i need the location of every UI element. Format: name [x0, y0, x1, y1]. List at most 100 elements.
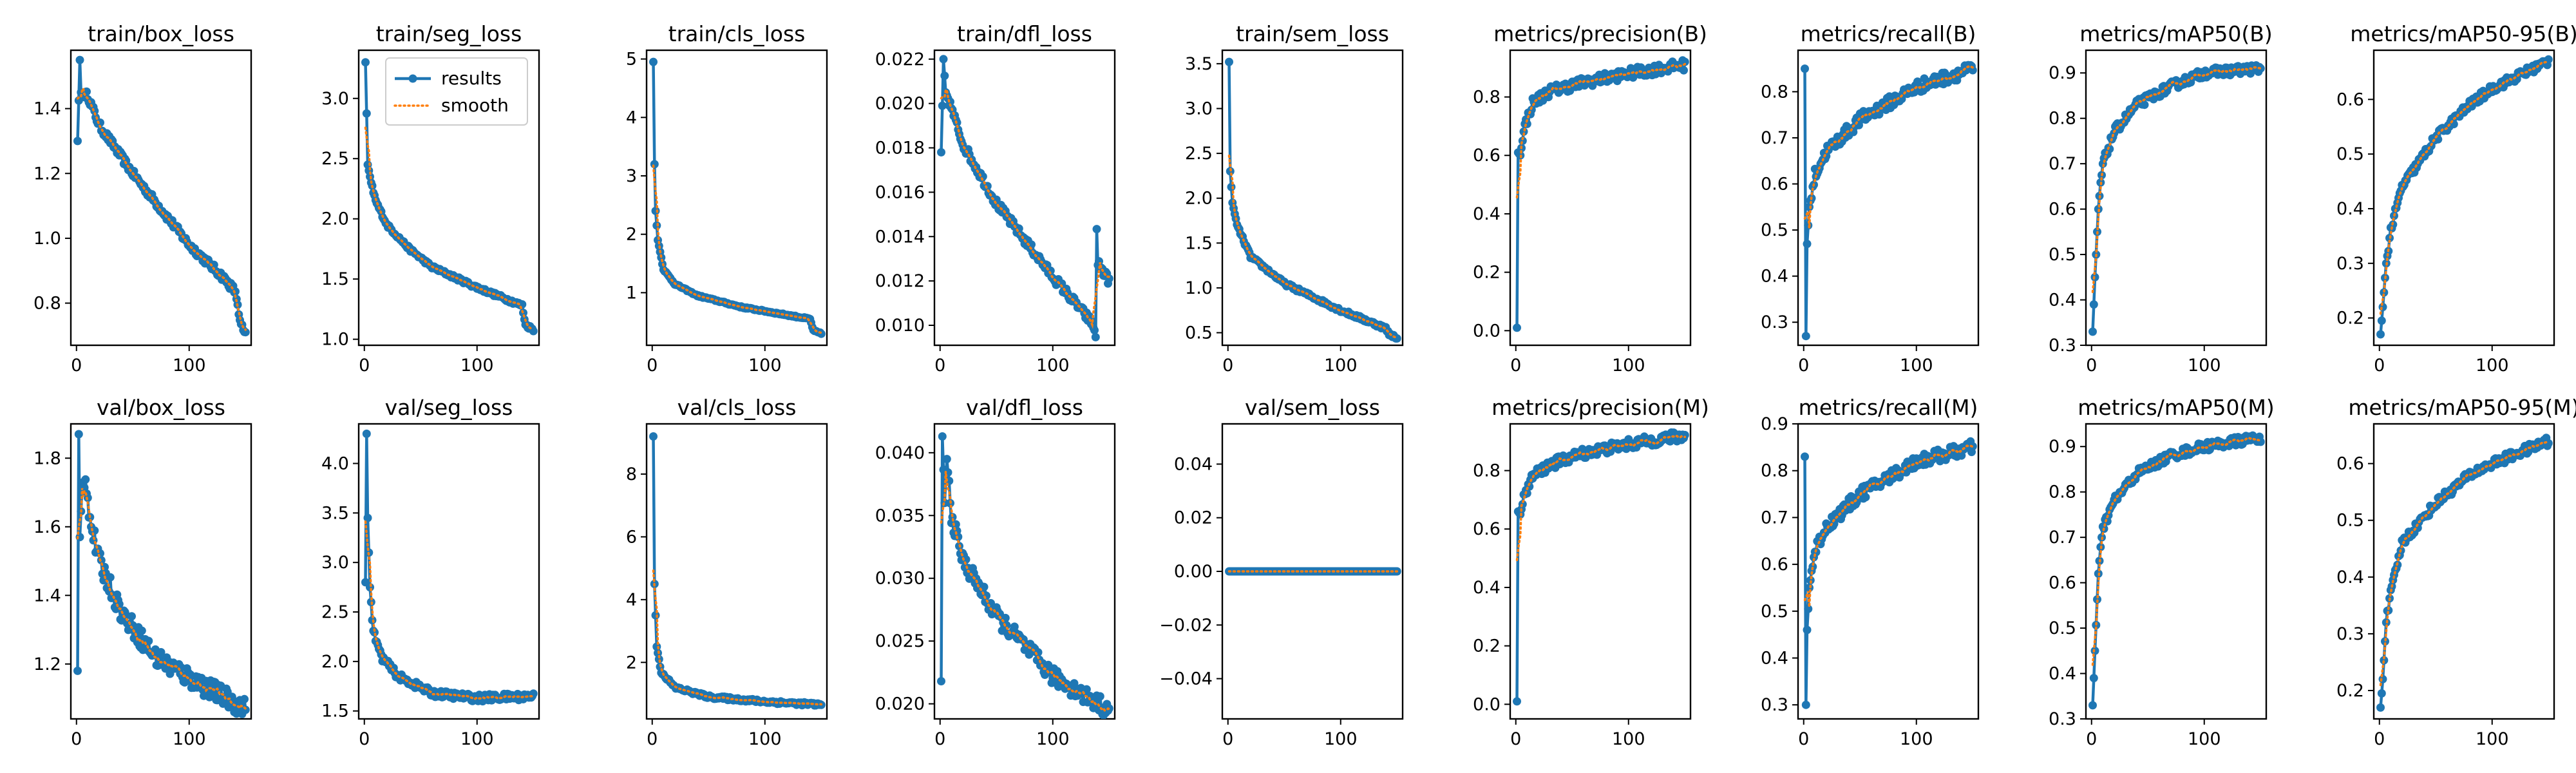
results-point — [74, 430, 83, 439]
subplot: metrics/mAP50(B) 0 100 0.3 0.4 0.5 0.6 0.7 0.8 0.… — [2049, 21, 2273, 376]
y-tick-label: 0.2 — [1473, 636, 1501, 656]
y-tick-label: 0.6 — [2049, 573, 2076, 593]
y-tick-label: 1.0 — [1185, 278, 1213, 298]
subplot-title: metrics/mAP50-95(B) — [2350, 21, 2576, 46]
y-tick-label: 1.0 — [321, 330, 349, 350]
y-tick-label: 0.3 — [2049, 709, 2076, 729]
y-tick-label: 0.3 — [1761, 312, 1788, 332]
results-point — [1227, 182, 1236, 191]
results-point — [1092, 225, 1101, 234]
legend-smooth-label: smooth — [441, 95, 509, 116]
y-tick-label: 0.3 — [2049, 336, 2076, 356]
results-point — [2140, 100, 2149, 110]
x-tick-label: 0 — [1510, 729, 1521, 749]
results-point — [1804, 604, 1813, 613]
x-tick-label: 100 — [748, 729, 782, 749]
y-tick-label: 1.2 — [33, 654, 61, 674]
x-tick-label: 0 — [2086, 356, 2097, 376]
y-tick-label: 0.6 — [1473, 519, 1501, 539]
smooth-series-line — [2379, 441, 2550, 687]
y-tick-label: 0.8 — [33, 294, 61, 314]
smooth-series-line — [940, 472, 1111, 712]
results-point — [241, 705, 250, 714]
x-tick-label: 0 — [359, 729, 370, 749]
y-tick-label: 1.0 — [33, 229, 61, 249]
results-point — [137, 626, 146, 635]
y-tick-label: 0.7 — [2049, 154, 2076, 174]
results-point — [2089, 300, 2098, 309]
y-tick-label: 0.4 — [2049, 291, 2076, 310]
plot-frame — [357, 423, 540, 720]
x-tick-label: 100 — [2188, 356, 2221, 376]
results-point — [106, 573, 115, 582]
y-tick-label: 1 — [626, 283, 637, 303]
y-tick-label: 0.4 — [2336, 568, 2364, 587]
y-tick-label: 3.0 — [1185, 99, 1213, 119]
x-tick-label: 100 — [2476, 729, 2509, 749]
y-tick-label: 0.8 — [1761, 82, 1788, 102]
y-tick-label: 0.3 — [2336, 254, 2364, 274]
plot-frame — [1797, 49, 1980, 347]
y-tick-label: 0.5 — [2049, 618, 2076, 638]
x-tick-label: 100 — [2476, 356, 2509, 376]
x-tick-label: 100 — [1036, 729, 1070, 749]
results-point — [362, 429, 371, 438]
plot-frame — [2085, 423, 2268, 720]
results-point — [241, 328, 250, 337]
subplot-title: metrics/precision(B) — [1493, 21, 1707, 46]
y-tick-label: 0.035 — [875, 506, 925, 526]
x-tick-label: 100 — [1036, 356, 1070, 376]
results-point — [2376, 330, 2385, 339]
results-point — [2376, 703, 2385, 712]
results-point — [128, 612, 136, 621]
y-tick-label: 0.7 — [1761, 128, 1788, 148]
plot-frame — [933, 423, 1116, 720]
y-tick-label: 0.8 — [1761, 461, 1788, 481]
y-tick-label: 3.0 — [321, 553, 349, 573]
results-point — [1806, 576, 1815, 585]
results-point — [1861, 493, 1870, 502]
y-tick-label: 0.4 — [1473, 204, 1501, 224]
x-tick-label: 0 — [647, 356, 658, 376]
subplot-title: metrics/mAP50(M) — [2078, 395, 2274, 420]
y-tick-label: 2 — [626, 653, 637, 673]
subplot: train/dfl_loss 0 100 0.010 0.012 0.014 0.016 0.… — [875, 21, 1116, 376]
x-tick-label: 100 — [1324, 729, 1358, 749]
y-tick-label: 0.3 — [1761, 695, 1788, 715]
plot-frame — [357, 49, 540, 347]
results-point — [651, 611, 660, 620]
y-tick-label: 0.016 — [875, 182, 925, 202]
plot-frame — [645, 423, 828, 720]
results-point — [649, 57, 658, 66]
results-point — [1091, 332, 1100, 341]
y-tick-label: 0.4 — [1761, 267, 1788, 287]
y-tick-label: 2.5 — [321, 602, 349, 622]
results-point — [529, 327, 538, 336]
results-point — [1392, 334, 1401, 343]
results-point — [1968, 66, 1977, 75]
x-tick-label: 100 — [1900, 729, 1933, 749]
x-tick-label: 0 — [1222, 729, 1233, 749]
y-tick-label: 0.5 — [1761, 220, 1788, 240]
y-tick-label: 1.4 — [33, 586, 61, 606]
plot-frame — [645, 49, 828, 347]
smooth-series-line — [364, 520, 535, 701]
y-tick-label: 0.7 — [2049, 528, 2076, 548]
results-point — [1027, 240, 1036, 249]
x-tick-label: 100 — [460, 729, 494, 749]
x-tick-label: 100 — [2188, 729, 2221, 749]
results-series-line — [652, 62, 822, 335]
results-point — [1801, 452, 1809, 461]
y-tick-label: 4 — [626, 590, 637, 610]
y-tick-label: 2.0 — [321, 209, 349, 229]
y-tick-label: 6 — [626, 527, 637, 547]
results-point — [361, 58, 370, 67]
subplot-title: train/seg_loss — [376, 21, 522, 46]
x-tick-label: 100 — [748, 356, 782, 376]
results-point — [980, 582, 989, 591]
y-tick-label: 4.0 — [321, 453, 349, 473]
results-point — [81, 475, 90, 484]
results-point — [168, 216, 176, 225]
results-point — [240, 694, 249, 703]
